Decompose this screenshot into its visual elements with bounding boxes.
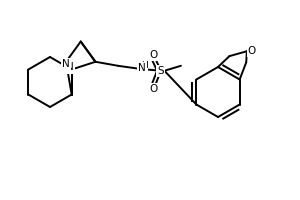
Text: N: N xyxy=(138,63,146,73)
Text: O: O xyxy=(149,50,158,60)
Text: N: N xyxy=(62,59,70,69)
Text: O: O xyxy=(248,46,256,56)
Text: H: H xyxy=(141,61,148,70)
Text: O: O xyxy=(149,84,158,94)
Text: N: N xyxy=(66,62,74,72)
Text: S: S xyxy=(157,66,164,76)
